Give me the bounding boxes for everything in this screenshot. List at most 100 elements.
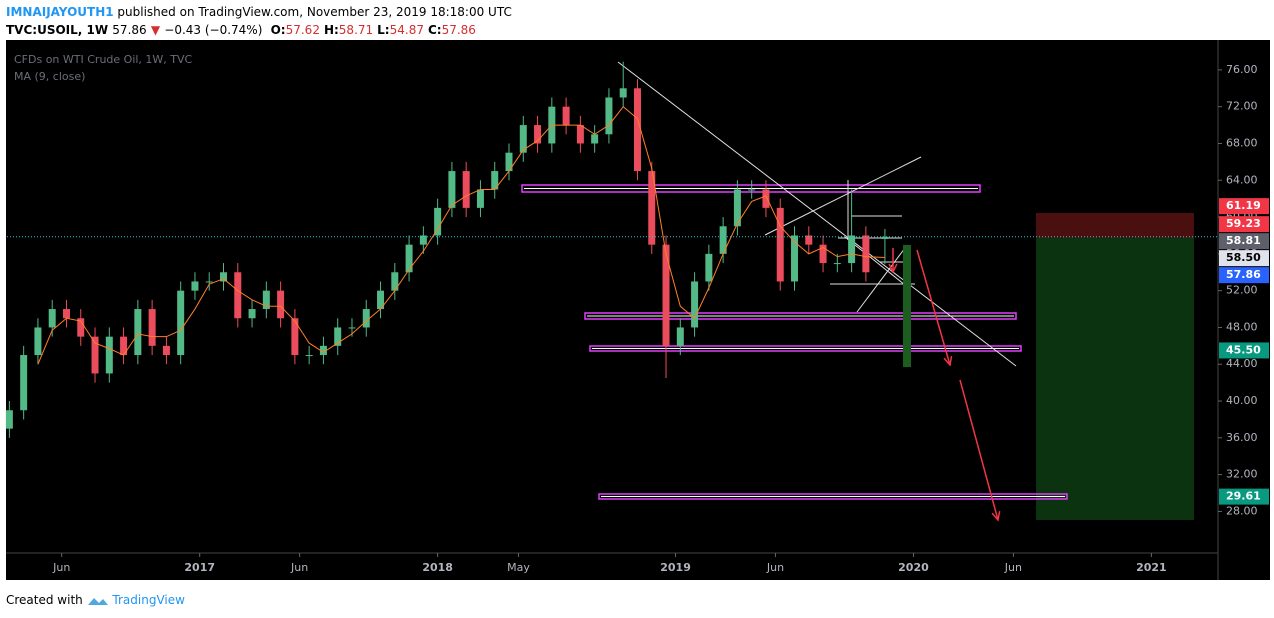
stop-zone bbox=[1036, 213, 1194, 238]
candle-body bbox=[205, 281, 213, 283]
arrow-line bbox=[916, 249, 951, 366]
candle-body bbox=[605, 97, 613, 135]
ohlc-value: 57.62 bbox=[285, 23, 320, 37]
price-label: 45.50 bbox=[1226, 343, 1261, 356]
candle-body bbox=[148, 309, 156, 346]
candle-body bbox=[419, 235, 427, 245]
candle-body bbox=[305, 355, 313, 357]
candle-body bbox=[319, 345, 327, 356]
candle-body bbox=[476, 189, 484, 208]
candle-body bbox=[334, 327, 342, 346]
ohlc: O:57.62 H:58.71 L:54.87 C:57.86 bbox=[267, 23, 476, 37]
price-label-bg bbox=[1219, 250, 1269, 267]
price-label: 57.86 bbox=[1226, 268, 1261, 281]
trend-line bbox=[617, 61, 1017, 367]
candle-body bbox=[177, 290, 185, 356]
position-tool bbox=[1036, 213, 1194, 520]
candle-body bbox=[833, 263, 841, 265]
candle-body bbox=[819, 244, 827, 264]
level-box bbox=[584, 312, 1017, 320]
candle-body bbox=[91, 336, 99, 374]
y-tick-label: 44.00 bbox=[1226, 357, 1258, 370]
candle-body bbox=[805, 235, 813, 245]
price-label-bg bbox=[1219, 267, 1269, 284]
candle-body bbox=[162, 345, 170, 356]
ma-line bbox=[37, 105, 885, 365]
price-label: 58.81 bbox=[1226, 234, 1261, 247]
publish-line: IMNAIJAYOUTH1 published on TradingView.c… bbox=[6, 5, 512, 19]
price-label: 61.19 bbox=[1226, 199, 1261, 212]
candle-body bbox=[633, 88, 641, 172]
y-tick-label: 48.00 bbox=[1226, 320, 1258, 333]
author[interactable]: IMNAIJAYOUTH1 bbox=[6, 5, 114, 19]
footer: Created with TradingView bbox=[6, 593, 185, 607]
chart: 28.0032.0036.0040.0044.0048.0052.0056.00… bbox=[5, 40, 1270, 580]
candle-body bbox=[748, 189, 756, 191]
candle-body bbox=[191, 281, 199, 291]
price-label: 58.50 bbox=[1226, 251, 1261, 264]
candle-body bbox=[48, 309, 56, 328]
target-zone bbox=[1036, 238, 1194, 520]
candle-body bbox=[448, 171, 456, 208]
candle-body bbox=[619, 88, 627, 98]
candle-body bbox=[234, 272, 242, 319]
ohlc-key: L: bbox=[377, 23, 390, 37]
arrow-head bbox=[991, 511, 1001, 522]
candle-body bbox=[691, 281, 699, 328]
x-tick-label: 2019 bbox=[660, 561, 691, 574]
candle-body bbox=[62, 309, 70, 319]
candle-body bbox=[848, 235, 856, 264]
candle-body bbox=[505, 152, 513, 172]
price-label-bg bbox=[1219, 198, 1269, 215]
brand[interactable]: TradingView bbox=[112, 593, 185, 607]
candle-body bbox=[676, 327, 684, 346]
x-tick-label: 2021 bbox=[1136, 561, 1167, 574]
ohlc-value: 54.87 bbox=[389, 23, 424, 37]
x-tick-label: Jun bbox=[290, 561, 308, 574]
level-box bbox=[598, 493, 1068, 500]
candle-body bbox=[248, 309, 256, 319]
arrow: ▼ bbox=[150, 23, 161, 37]
y-tick-label: 72.00 bbox=[1226, 100, 1258, 113]
symbol: TVC:USOIL, 1W bbox=[6, 23, 109, 37]
x-tick-label: 2020 bbox=[898, 561, 929, 574]
ohlc-value: 58.71 bbox=[338, 23, 374, 37]
y-tick-label: 32.00 bbox=[1226, 468, 1258, 481]
candle-body bbox=[719, 226, 727, 254]
legend-ma: MA (9, close) bbox=[14, 70, 85, 83]
candle-body bbox=[105, 336, 113, 374]
price-label: 59.23 bbox=[1226, 217, 1261, 230]
candle-body bbox=[462, 171, 470, 208]
published: published on TradingView.com, November 2… bbox=[117, 5, 512, 19]
candle-body bbox=[648, 171, 656, 245]
candle-body bbox=[134, 309, 142, 356]
candle-body bbox=[120, 336, 128, 356]
price-label-bg bbox=[1219, 216, 1269, 233]
candle-body bbox=[20, 355, 28, 411]
price-label: 29.61 bbox=[1226, 490, 1261, 503]
logo bbox=[87, 597, 108, 605]
candle-body bbox=[491, 171, 499, 190]
trend-line bbox=[764, 156, 922, 236]
candle-body bbox=[34, 327, 42, 356]
candle-body bbox=[776, 207, 784, 282]
candle-body bbox=[762, 189, 770, 208]
x-tick-label: 2018 bbox=[422, 561, 453, 574]
ohlc-key: C: bbox=[427, 23, 442, 37]
x-tick-label: Jun bbox=[766, 561, 784, 574]
price-label-bg bbox=[1219, 233, 1269, 250]
candle-body bbox=[662, 244, 670, 346]
x-tick-label: 2017 bbox=[184, 561, 215, 574]
level-box bbox=[589, 345, 1022, 352]
price-label-bg bbox=[1219, 488, 1269, 505]
candle-body bbox=[377, 290, 385, 310]
candle-body bbox=[791, 235, 799, 282]
y-tick-label: 64.00 bbox=[1226, 173, 1258, 186]
candle-body bbox=[291, 318, 299, 356]
level-box bbox=[521, 184, 981, 193]
candle-body bbox=[262, 290, 270, 310]
trend-line bbox=[856, 247, 906, 313]
created: Created with bbox=[6, 593, 83, 607]
arrow-head bbox=[888, 263, 898, 274]
candle-body bbox=[733, 189, 741, 227]
